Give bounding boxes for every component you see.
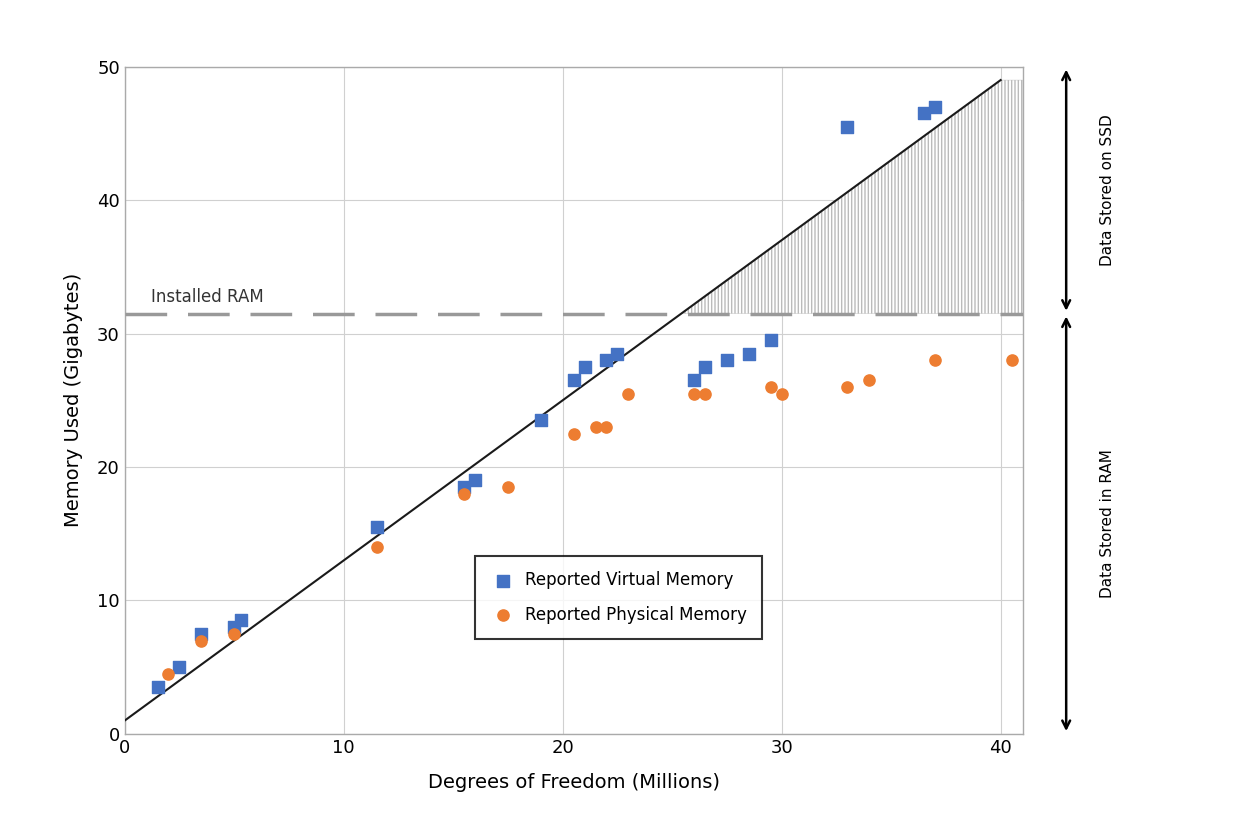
- Reported Virtual Memory: [914, 107, 934, 120]
- Reported Virtual Memory: [717, 354, 737, 367]
- Y-axis label: Memory Used (Gigabytes): Memory Used (Gigabytes): [64, 274, 84, 527]
- Reported Physical Memory: [586, 420, 606, 434]
- Reported Physical Memory: [158, 667, 178, 681]
- Reported Virtual Memory: [738, 347, 758, 360]
- Reported Virtual Memory: [685, 374, 705, 387]
- Reported Virtual Memory: [925, 100, 945, 113]
- Reported Virtual Memory: [607, 347, 627, 360]
- Reported Physical Memory: [772, 387, 792, 400]
- Reported Physical Memory: [838, 380, 858, 394]
- Reported Virtual Memory: [147, 681, 167, 694]
- Reported Physical Memory: [685, 387, 705, 400]
- Legend: Reported Virtual Memory, Reported Physical Memory: Reported Virtual Memory, Reported Physic…: [475, 556, 762, 639]
- Text: Data Stored on SSD: Data Stored on SSD: [1100, 114, 1115, 266]
- Text: Data Stored in RAM: Data Stored in RAM: [1100, 450, 1115, 598]
- Reported Virtual Memory: [465, 474, 485, 487]
- Reported Physical Memory: [564, 427, 584, 440]
- Reported Virtual Memory: [838, 120, 858, 133]
- Reported Virtual Memory: [761, 334, 781, 347]
- Reported Virtual Memory: [564, 374, 584, 387]
- Reported Physical Memory: [695, 387, 715, 400]
- Reported Virtual Memory: [231, 614, 251, 627]
- Reported Virtual Memory: [575, 360, 595, 374]
- Reported Virtual Memory: [170, 661, 190, 674]
- Reported Virtual Memory: [224, 620, 244, 634]
- Reported Physical Memory: [761, 380, 781, 394]
- Reported Physical Memory: [498, 480, 518, 494]
- Reported Physical Memory: [596, 420, 616, 434]
- Reported Physical Memory: [619, 387, 638, 400]
- Reported Virtual Memory: [454, 480, 474, 494]
- Reported Virtual Memory: [191, 627, 211, 641]
- Reported Physical Memory: [454, 487, 474, 500]
- Reported Virtual Memory: [367, 520, 387, 534]
- Reported Physical Memory: [859, 374, 879, 387]
- Reported Virtual Memory: [695, 360, 715, 374]
- Reported Physical Memory: [925, 354, 945, 367]
- Reported Physical Memory: [191, 634, 211, 647]
- Reported Physical Memory: [367, 540, 387, 554]
- Reported Virtual Memory: [531, 414, 551, 427]
- Reported Virtual Memory: [596, 354, 616, 367]
- Text: Installed RAM: Installed RAM: [151, 288, 263, 305]
- Reported Physical Memory: [224, 627, 244, 641]
- X-axis label: Degrees of Freedom (Millions): Degrees of Freedom (Millions): [428, 773, 720, 792]
- Reported Physical Memory: [1001, 354, 1021, 367]
